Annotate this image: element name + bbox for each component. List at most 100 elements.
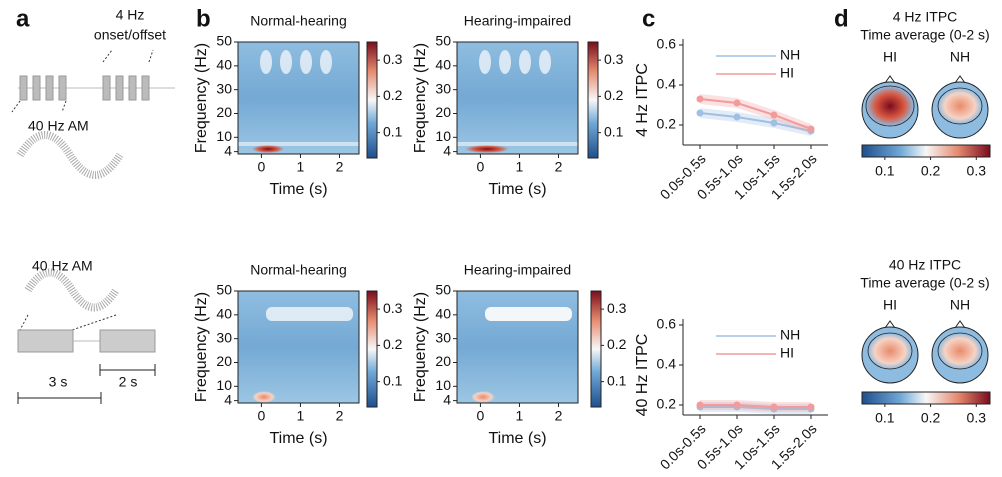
series-line xyxy=(700,404,811,408)
x-tick-label: 0 xyxy=(477,408,485,424)
y-axis-label: Frequency (Hz) xyxy=(412,43,429,153)
y-tick-label: 30 xyxy=(216,329,232,345)
head-activity xyxy=(937,332,983,370)
colorbar xyxy=(366,290,378,408)
scale-label: 2 s xyxy=(119,374,138,390)
axes-frame xyxy=(456,290,579,404)
panel-label: b xyxy=(196,5,211,32)
y-tick-label: 0.6 xyxy=(657,316,677,332)
colorbar-tick-label: 0.1 xyxy=(875,163,895,179)
point xyxy=(770,111,778,119)
head-label: HI xyxy=(883,49,897,65)
axes-title: Hearing-impaired xyxy=(464,13,571,29)
head-label: HI xyxy=(883,297,897,313)
colorbar-tick-label: 0.3 xyxy=(607,300,627,316)
point xyxy=(733,401,741,409)
x-tick-label: 2 xyxy=(336,408,344,424)
colorbar-tick-label: 0.1 xyxy=(875,410,895,426)
x-tick-label: 0 xyxy=(258,159,266,175)
topomap-title: 40 Hz ITPC xyxy=(889,257,961,273)
colorbar xyxy=(861,144,991,158)
legend-label: NH xyxy=(780,327,800,343)
colorbar-tick-label: 0.2 xyxy=(921,163,941,179)
colorbar-tick-label: 0.1 xyxy=(607,372,627,388)
y-tick-label: 0.2 xyxy=(657,116,677,132)
y-tick-label: 0.4 xyxy=(657,356,677,372)
y-axis-label: Frequency (Hz) xyxy=(412,292,429,402)
colorbar-tick-label: 0.1 xyxy=(383,123,403,139)
y-tick-label: 50 xyxy=(216,282,232,298)
spectrogram-feature xyxy=(479,50,491,74)
spectrogram-feature xyxy=(499,50,511,74)
head-nose xyxy=(884,320,896,329)
y-axis-label: 4 Hz ITPC xyxy=(634,63,651,137)
point xyxy=(770,119,778,127)
stimulus-label: 4 Hz xyxy=(116,7,145,23)
spectrogram-feature xyxy=(300,50,312,74)
spectrogram-feature xyxy=(471,391,495,403)
y-tick-label: 30 xyxy=(216,80,232,96)
x-axis-label: Time (s) xyxy=(269,430,327,447)
axes-frame xyxy=(237,290,360,404)
point xyxy=(696,401,704,409)
point xyxy=(807,403,815,411)
stimulus-label: onset/offset xyxy=(94,27,166,43)
point xyxy=(696,95,704,103)
colorbar-tick-label: 0.2 xyxy=(921,410,941,426)
spectrogram-feature xyxy=(260,50,272,74)
legend-label: HI xyxy=(780,65,794,81)
y-tick-label: 4 xyxy=(224,391,232,407)
topomap-subtitle: Time average (0-2 s) xyxy=(860,275,989,291)
colorbar-tick-label: 0.3 xyxy=(604,51,624,67)
y-tick-label: 20 xyxy=(216,104,232,120)
x-axis-label: Time (s) xyxy=(488,430,546,447)
colorbar-tick-label: 0.3 xyxy=(967,163,987,179)
x-tick-label: 0 xyxy=(477,159,485,175)
y-tick-label: 10 xyxy=(435,128,451,144)
spectrogram-feature xyxy=(539,50,551,74)
head-nose xyxy=(954,75,966,84)
y-tick-label: 4 xyxy=(443,142,451,158)
panel-label: c xyxy=(642,5,655,32)
spectrogram-feature xyxy=(320,50,332,74)
spectrogram-feature xyxy=(485,307,572,321)
colorbar xyxy=(366,41,378,159)
y-tick-label: 10 xyxy=(216,128,232,144)
x-tick-label: 1 xyxy=(516,159,524,175)
stimulus-label: 40 Hz AM xyxy=(28,118,89,134)
panel-label: a xyxy=(16,5,30,32)
series-line xyxy=(700,406,811,410)
legend-label: HI xyxy=(780,345,794,361)
colorbar-tick-label: 0.3 xyxy=(967,410,987,426)
x-axis-label: Time (s) xyxy=(269,181,327,198)
y-tick-label: 10 xyxy=(216,377,232,393)
axes-title: Hearing-impaired xyxy=(464,262,571,278)
point xyxy=(807,125,815,133)
point xyxy=(696,109,704,117)
point xyxy=(770,403,778,411)
spectrogram-feature xyxy=(252,145,284,153)
colorbar xyxy=(590,290,602,408)
head-nose xyxy=(884,75,896,84)
y-axis-label: Frequency (Hz) xyxy=(193,292,210,402)
y-axis-label: 40 Hz ITPC xyxy=(634,334,651,417)
y-tick-label: 40 xyxy=(216,306,232,322)
colorbar-tick-label: 0.2 xyxy=(607,336,627,352)
head-label: NH xyxy=(950,297,970,313)
head-activity xyxy=(937,87,983,125)
spectrogram-feature xyxy=(457,142,578,146)
colorbar-tick-label: 0.3 xyxy=(383,300,403,316)
spectrogram-feature xyxy=(252,391,276,403)
y-tick-label: 40 xyxy=(435,57,451,73)
x-tick-label: 1 xyxy=(297,408,305,424)
y-tick-label: 4 xyxy=(443,391,451,407)
spectrogram-image xyxy=(238,42,359,154)
spectrogram-image xyxy=(457,42,578,154)
x-tick-label: 1 xyxy=(516,408,524,424)
colorbar-tick-label: 0.3 xyxy=(383,51,403,67)
spectrogram-feature xyxy=(238,142,359,146)
series-line xyxy=(699,98,812,130)
y-tick-label: 20 xyxy=(435,353,451,369)
y-tick-label: 0.2 xyxy=(657,396,677,412)
